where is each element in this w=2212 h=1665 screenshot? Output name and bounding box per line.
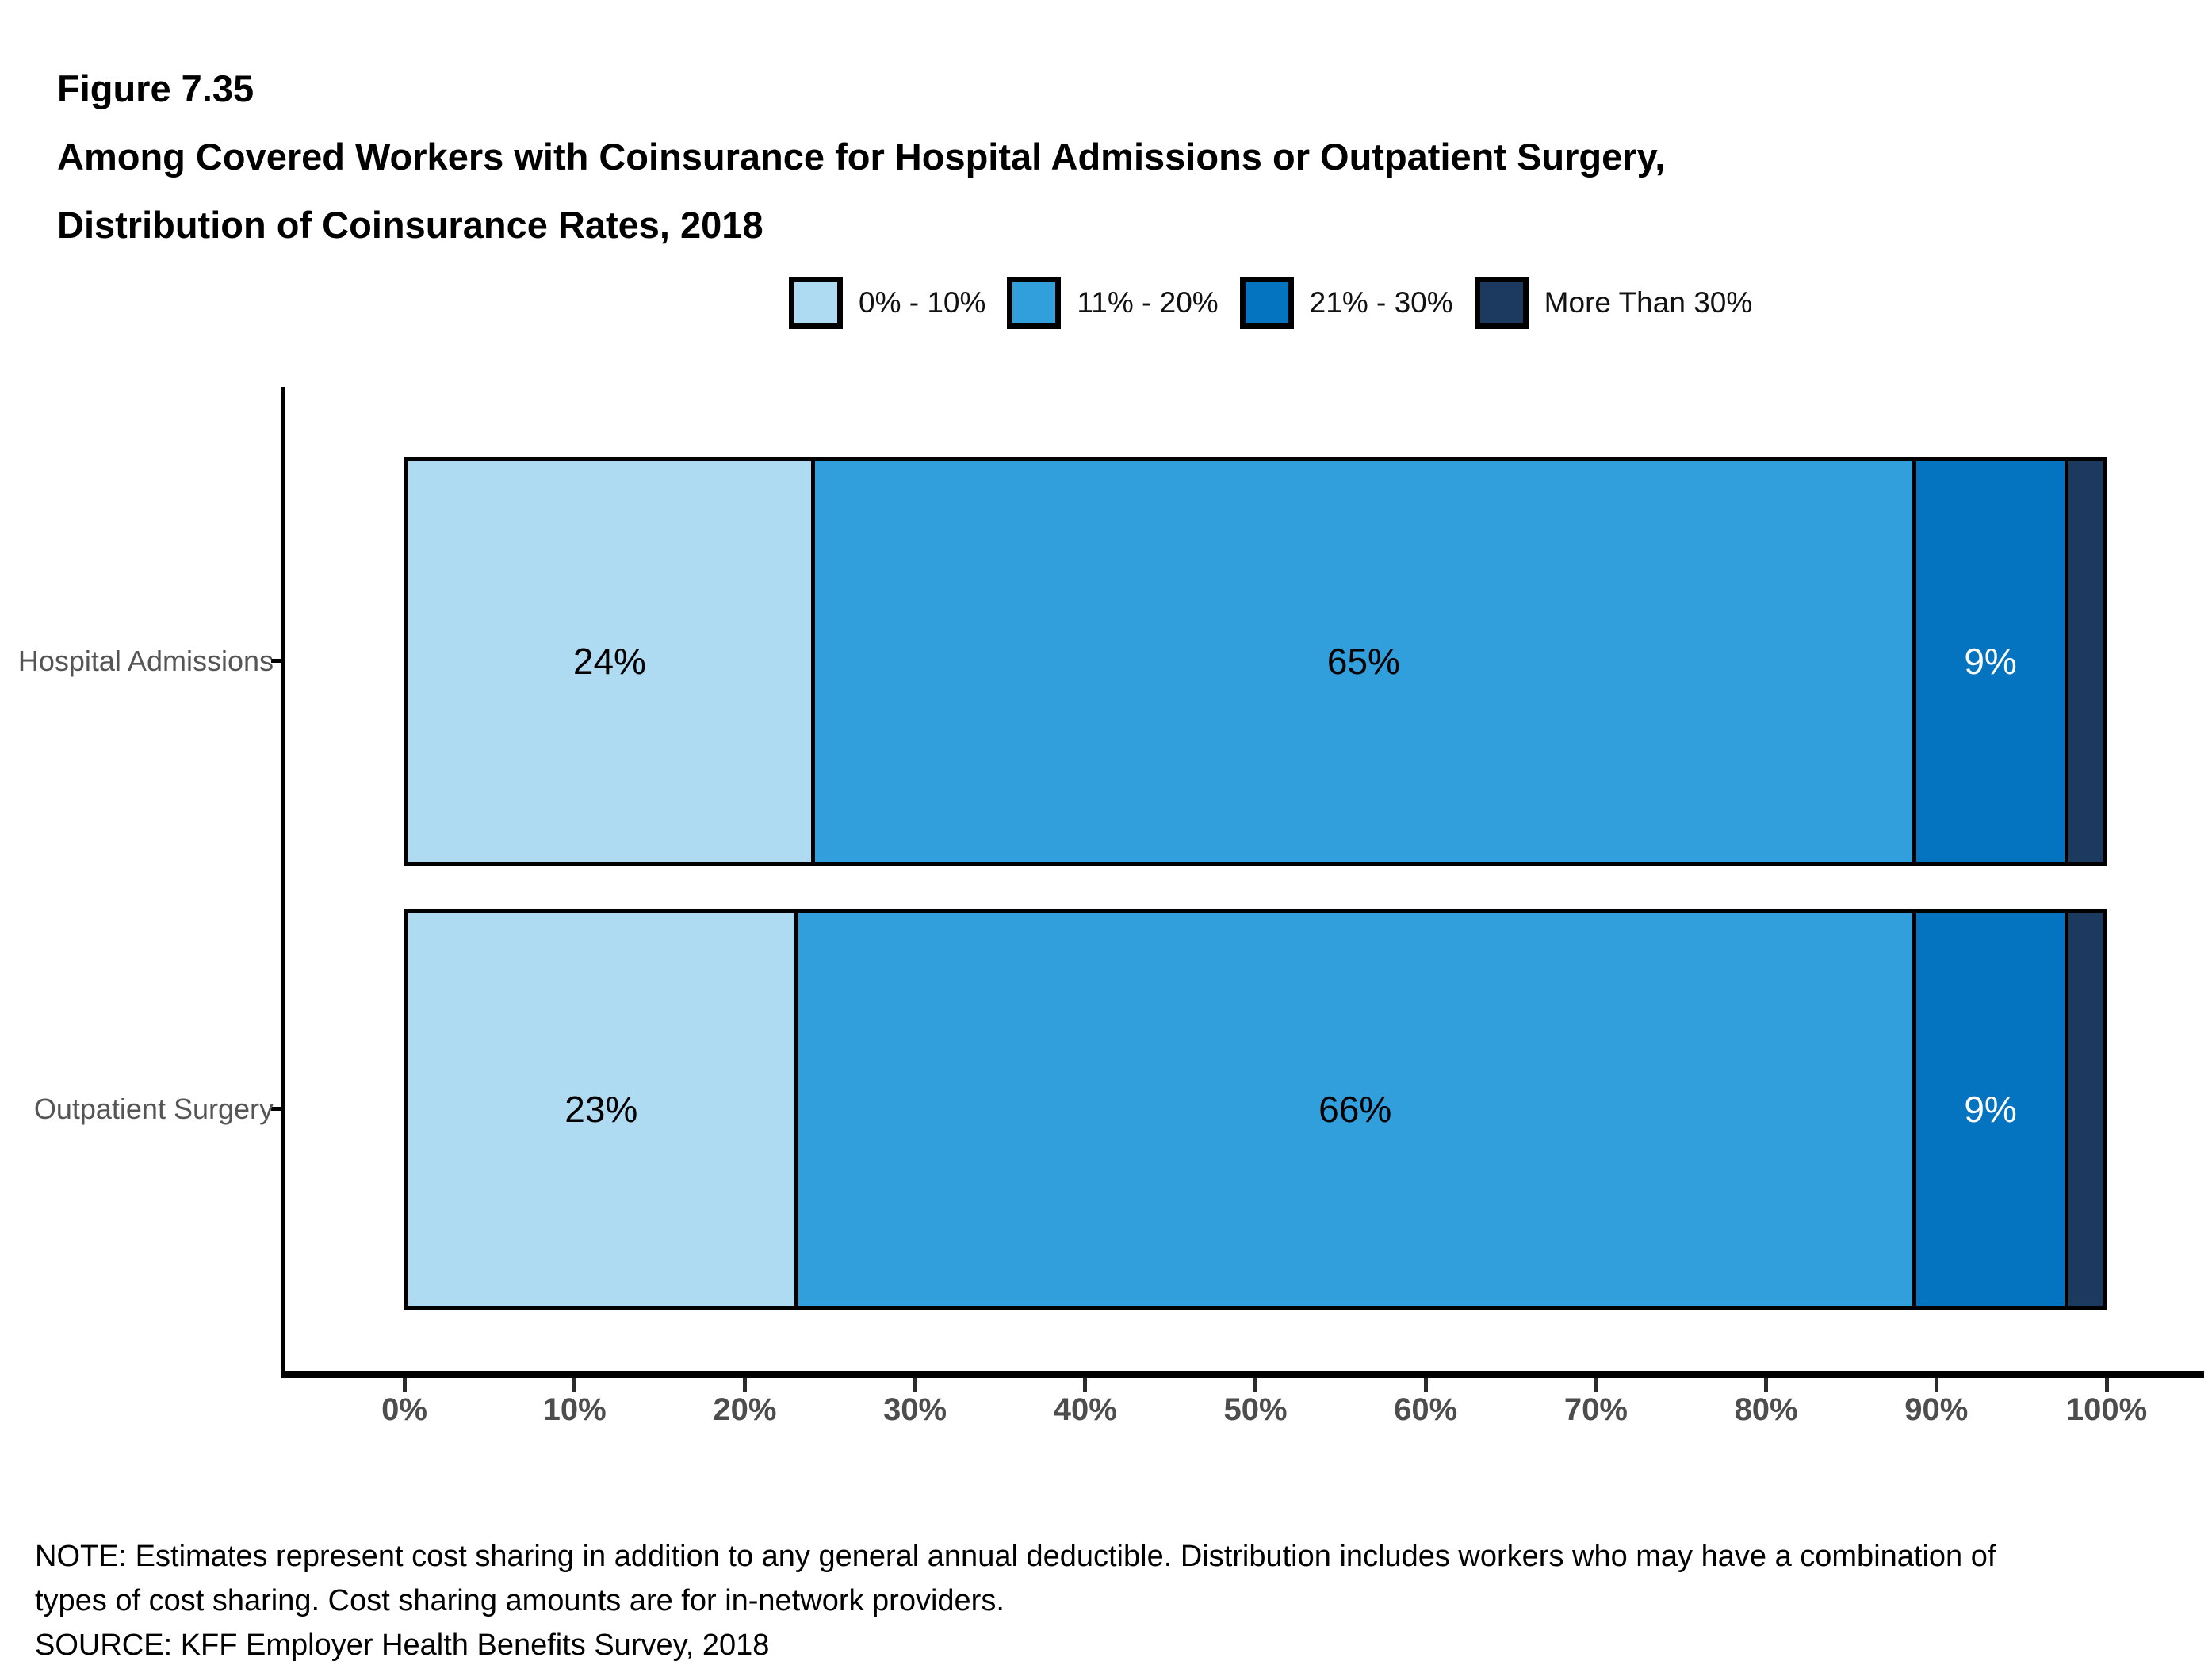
legend: 0% - 10% 11% - 20% 21% - 30% More Than 30% [789, 277, 1752, 329]
x-axis-tick-label: 90% [1904, 1392, 1969, 1427]
bar-segment-value-label: 23% [564, 1089, 638, 1130]
legend-item: 0% - 10% [789, 277, 985, 329]
x-axis-tick [1253, 1378, 1257, 1392]
x-axis-tick-label: 100% [2065, 1392, 2148, 1427]
legend-item-label: 11% - 20% [1077, 286, 1219, 319]
x-axis-tick [572, 1378, 577, 1392]
bar-segment [2068, 913, 2103, 1306]
category-label-outpatient-surgery: Outpatient Surgery [33, 1093, 274, 1125]
x-axis-tick-label: 0% [381, 1392, 427, 1427]
x-axis-tick-label: 60% [1394, 1392, 1458, 1427]
x-axis-tick [913, 1378, 917, 1392]
bar-segment-value-label: 66% [1318, 1089, 1392, 1130]
note-line2: types of cost sharing. Cost sharing amou… [35, 1584, 1005, 1617]
bar-segment-value-label: 24% [572, 641, 646, 682]
bar-segment: 9% [1915, 461, 2069, 862]
x-axis-tick-label: 70% [1563, 1392, 1628, 1427]
bar-segment: 66% [798, 913, 1916, 1306]
legend-swatch-icon [1239, 277, 1294, 329]
legend-swatch-icon [1474, 277, 1529, 329]
x-axis-tick [742, 1378, 747, 1392]
y-axis-line [281, 387, 285, 1378]
x-axis-tick [1934, 1378, 1938, 1392]
legend-swatch-icon [1007, 277, 1062, 329]
x-axis-line [281, 1371, 2204, 1378]
x-axis-tick-label: 50% [1223, 1392, 1288, 1427]
x-axis-tick-label: 80% [1734, 1392, 1798, 1427]
chart-title-line2: Distribution of Coinsurance Rates, 2018 [57, 204, 763, 246]
legend-item-label: 0% - 10% [859, 286, 986, 319]
bar-segment-value-label: 65% [1326, 641, 1400, 682]
chart-title-line1: Among Covered Workers with Coinsurance f… [57, 136, 1666, 178]
stacked-bar-hospital-admissions: 24% 65% 9% [404, 457, 2107, 866]
legend-item-label: 21% - 30% [1309, 286, 1453, 319]
x-axis-tick-label: 20% [713, 1392, 777, 1427]
figure-number: Figure 7.35 [57, 67, 254, 109]
stacked-bar-outpatient-surgery: 23% 66% 9% [404, 909, 2107, 1310]
x-axis-tick [1594, 1378, 1598, 1392]
x-axis-tick [2104, 1378, 2109, 1392]
x-axis-tick-label: 10% [542, 1392, 607, 1427]
bar-segment: 9% [1915, 913, 2069, 1306]
x-axis-tick [1764, 1378, 1769, 1392]
legend-item: More Than 30% [1474, 277, 1753, 329]
bar-segment: 24% [408, 461, 815, 862]
x-axis-tick [1083, 1378, 1088, 1392]
y-axis-tick [271, 659, 284, 663]
note-line1: NOTE: Estimates represent cost sharing i… [35, 1540, 1996, 1573]
bar-segment [2068, 461, 2103, 862]
x-axis-tick-label: 40% [1053, 1392, 1117, 1427]
source-line: SOURCE: KFF Employer Health Benefits Sur… [35, 1629, 770, 1662]
category-label-hospital-admissions: Hospital Admissions [17, 645, 274, 677]
bar-segment-value-label: 9% [1964, 641, 2017, 682]
x-axis-tick-label: 30% [883, 1392, 947, 1427]
legend-swatch-icon [789, 277, 843, 329]
legend-item: 11% - 20% [1007, 277, 1219, 329]
x-axis-tick [1423, 1378, 1428, 1392]
bar-segment: 65% [814, 461, 1916, 862]
x-axis-tick [402, 1378, 407, 1392]
bar-segment-value-label: 9% [1964, 1089, 2017, 1130]
y-axis-tick [271, 1107, 284, 1111]
bar-segment: 23% [408, 913, 798, 1306]
legend-item: 21% - 30% [1239, 277, 1453, 329]
legend-item-label: More Than 30% [1544, 286, 1753, 319]
